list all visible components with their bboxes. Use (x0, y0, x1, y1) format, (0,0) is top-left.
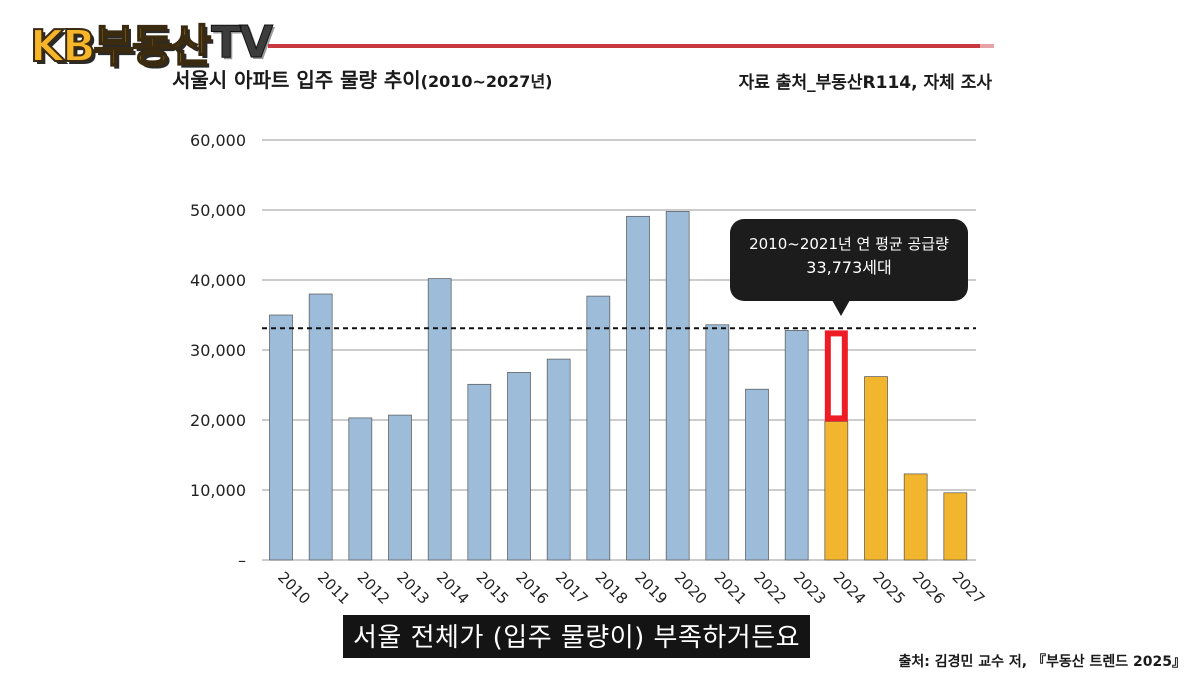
callout-line-1: 2010~2021년 연 평균 공급량 (749, 235, 949, 253)
bar-2025 (864, 376, 888, 561)
x-tick-label: 2010 (274, 568, 314, 608)
book-credit: 출처: 김경민 교수 저, 『부동산 트렌드 2025』 (898, 654, 1186, 670)
x-tick-label: 2015 (473, 568, 513, 608)
y-tick-label: 60,000 (190, 131, 246, 150)
x-tick-label: 2011 (314, 568, 354, 608)
logo-main-text: KB부동산 (29, 20, 212, 73)
y-tick-label: 10,000 (190, 481, 246, 500)
y-tick-label: 20,000 (190, 411, 246, 430)
bar-2022 (745, 388, 769, 561)
chart-title-range: (2010~2027년) (420, 72, 553, 91)
y-tick-label: 30,000 (190, 341, 246, 360)
header-divider-tail (980, 44, 994, 48)
bar-2016 (507, 372, 531, 561)
logo-tv-text: TV (211, 16, 274, 68)
y-tick-label: 50,000 (190, 201, 246, 220)
bar-2023 (784, 330, 809, 561)
bar-2010 (269, 314, 293, 561)
x-tick-label: 2024 (830, 568, 870, 608)
bar-2021 (705, 324, 730, 561)
kb-logo: KB부동산 TV (29, 14, 274, 73)
average-callout: 2010~2021년 연 평균 공급량 33,773세대 (730, 219, 968, 301)
x-tick-label: 2027 (949, 568, 989, 608)
x-tick-label: 2020 (671, 568, 711, 608)
x-tick-label: 2016 (512, 568, 552, 608)
header-divider (268, 44, 980, 48)
x-tick-label: 2012 (354, 568, 394, 608)
data-source: 자료 출처_부동산R114, 자체 조사 (738, 73, 992, 93)
shortfall-highlight-box (824, 330, 848, 422)
bar-2011 (308, 293, 333, 561)
x-tick-label: 2014 (433, 568, 473, 608)
video-subtitle: 서울 전체가 (입주 물량이) 부족하거든요 (343, 615, 811, 658)
x-tick-label: 2025 (869, 568, 909, 608)
bar-2013 (388, 414, 412, 561)
x-tick-label: 2013 (393, 568, 433, 608)
bar-2024 (824, 421, 849, 561)
bar-2026 (903, 473, 928, 561)
chart-title: 서울시 아파트 입주 물량 추이(2010~2027년) (172, 64, 552, 93)
x-tick-label: 2023 (790, 568, 830, 608)
x-tick-label: 2022 (750, 568, 790, 608)
bar-2019 (626, 215, 650, 561)
x-tick-label: 2017 (552, 568, 592, 608)
callout-pointer (832, 300, 850, 316)
x-tick-label: 2018 (592, 568, 632, 608)
bar-2020 (665, 211, 690, 561)
y-tick-label: 40,000 (190, 271, 246, 290)
x-tick-label: 2019 (631, 568, 671, 608)
bar-2017 (546, 358, 571, 561)
y-tick-label: – (238, 551, 246, 570)
bar-2014 (427, 278, 452, 561)
bar-2018 (586, 295, 611, 561)
callout-line-2: 33,773세대 (806, 258, 892, 277)
x-tick-label: 2021 (711, 568, 751, 608)
chart-title-main: 서울시 아파트 입주 물량 추이 (172, 68, 421, 92)
x-tick-label: 2026 (909, 568, 949, 608)
bar-2012 (348, 417, 373, 561)
bar-2015 (467, 383, 492, 561)
bar-2027 (943, 492, 968, 561)
